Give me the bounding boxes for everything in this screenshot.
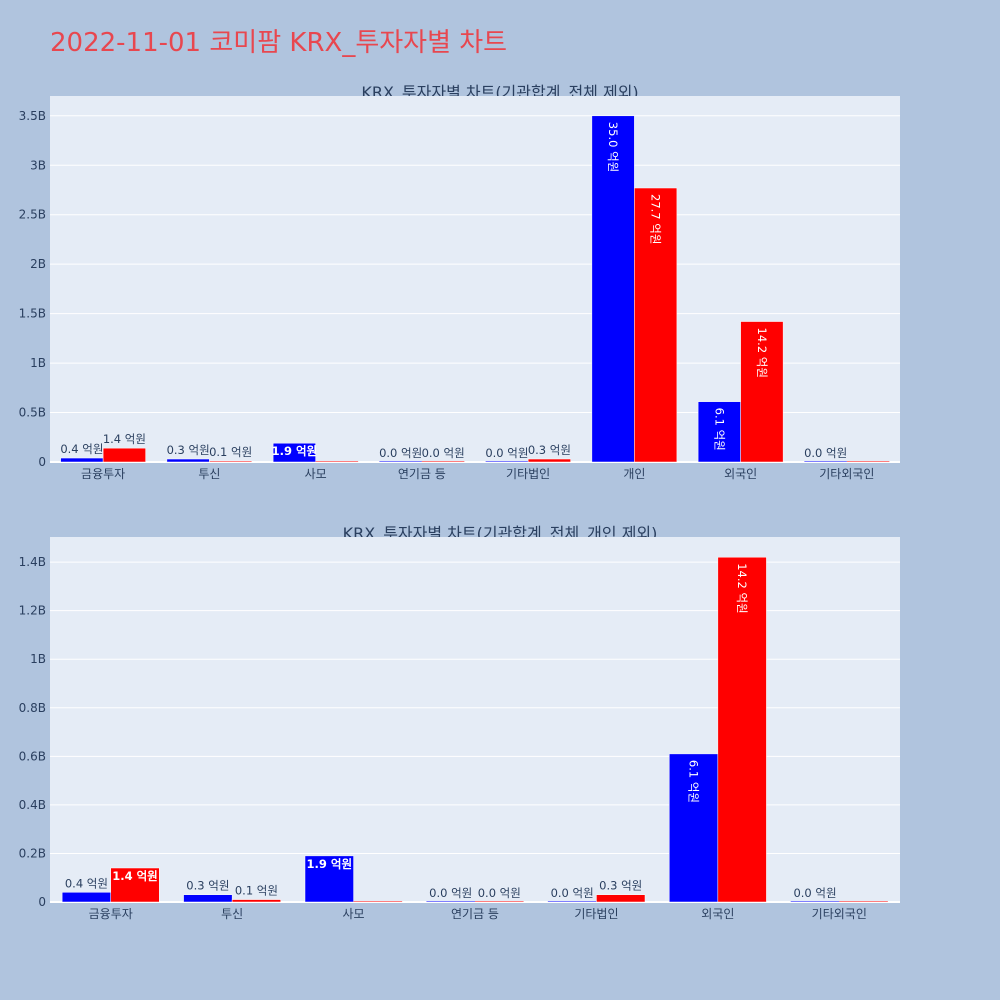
- bar: [485, 461, 529, 462]
- data-label: 0.0 억원: [485, 446, 528, 460]
- data-label: 1.9 억원: [272, 444, 318, 458]
- data-label: 0.3 억원: [167, 443, 210, 457]
- x-tick-label: 투신: [198, 467, 220, 481]
- x-tick-label: 외국인: [724, 467, 757, 481]
- bar: [110, 867, 160, 903]
- bar: [183, 894, 233, 903]
- x-tick-label: 금융투자: [89, 907, 133, 921]
- data-label: 0.1 억원: [235, 884, 278, 898]
- x-tick-label: 금융투자: [81, 467, 125, 481]
- y-tick-label: 1B: [30, 356, 46, 370]
- bar: [596, 894, 646, 903]
- x-tick-label: 기타법인: [506, 467, 550, 481]
- data-label: 6.1 억원: [712, 408, 726, 451]
- y-tick-label: 3.5B: [19, 109, 46, 123]
- data-label: 0.3 억원: [599, 879, 642, 893]
- data-label: 0.4 억원: [60, 442, 103, 456]
- data-label: 0.0 억원: [422, 446, 465, 460]
- data-label: 1.4 억원: [112, 869, 158, 883]
- x-tick-label: 기타법인: [574, 907, 618, 921]
- bar: [527, 458, 571, 463]
- data-label: 0.0 억원: [551, 886, 594, 900]
- data-label: 14.2 억원: [755, 328, 769, 378]
- y-tick-label: 1.4B: [19, 555, 46, 569]
- y-tick-label: 1.2B: [19, 604, 46, 618]
- data-label: 0.0 억원: [379, 446, 422, 460]
- bar: [669, 753, 719, 903]
- x-tick-label: 기타외국인: [812, 907, 867, 921]
- x-tick-label: 외국인: [701, 907, 734, 921]
- bar: [421, 461, 465, 462]
- data-label: 0.0 억원: [478, 886, 521, 900]
- y-tick-label: 0.5B: [19, 406, 46, 420]
- bar: [166, 458, 210, 463]
- bar: [846, 461, 890, 462]
- y-tick-label: 0.2B: [19, 846, 46, 860]
- bar: [315, 461, 359, 462]
- plot-area: [50, 537, 900, 902]
- bar: [697, 401, 741, 463]
- bar: [804, 461, 847, 462]
- bar: [426, 901, 475, 902]
- data-label: 27.7 억원: [649, 194, 663, 244]
- y-tick-label: 0.8B: [19, 701, 46, 715]
- data-label: 14.2 억원: [735, 563, 749, 613]
- y-tick-label: 0: [38, 455, 46, 469]
- y-tick-label: 0.6B: [19, 749, 46, 763]
- data-label: 0.4 억원: [65, 876, 108, 890]
- bar: [475, 901, 524, 902]
- bar: [61, 892, 111, 903]
- bar: [717, 556, 767, 903]
- data-label: 0.0 억원: [804, 446, 847, 460]
- bar: [231, 899, 281, 903]
- bar: [634, 187, 678, 463]
- data-label: 1.4 억원: [103, 432, 146, 446]
- x-tick-label: 연기금 등: [398, 467, 446, 481]
- bar-chart-top: 0 0.5B 1B 1.5B 2B 2.5B 3B 3.5B 금융투자 0.4 억원1.4 억원투…: [19, 96, 900, 481]
- bar: [379, 461, 422, 462]
- x-tick-label: 사모: [305, 467, 327, 481]
- page-title: 2022-11-01 코미팜 KRX_투자자별 차트: [50, 28, 508, 58]
- bar: [839, 901, 888, 902]
- bar: [591, 115, 635, 463]
- y-tick-label: 1.5B: [19, 307, 46, 321]
- bar: [790, 901, 840, 902]
- data-label: 0.0 억원: [429, 886, 472, 900]
- y-tick-label: 0: [38, 895, 46, 909]
- y-tick-label: 2.5B: [19, 208, 46, 222]
- x-tick-label: 개인: [623, 467, 645, 481]
- bar: [353, 901, 403, 902]
- data-label: 1.9 억원: [307, 857, 353, 871]
- bar: [102, 447, 146, 463]
- data-label: 6.1 억원: [687, 760, 701, 803]
- bar: [740, 321, 784, 463]
- bar: [304, 855, 354, 903]
- x-tick-label: 투신: [221, 907, 243, 921]
- data-label: 0.0 억원: [793, 886, 836, 900]
- bar: [547, 901, 597, 902]
- x-tick-label: 사모: [343, 907, 365, 921]
- data-label: 0.1 억원: [209, 445, 252, 459]
- data-label: 35.0 억원: [606, 122, 620, 172]
- x-tick-label: 기타외국인: [819, 467, 874, 481]
- bar: [272, 442, 316, 463]
- y-tick-label: 0.4B: [19, 798, 46, 812]
- y-tick-label: 3B: [30, 158, 46, 172]
- y-tick-label: 2B: [30, 257, 46, 271]
- data-label: 0.3 억원: [186, 879, 229, 893]
- data-label: 0.3 억원: [528, 443, 571, 457]
- bar: [209, 460, 253, 463]
- y-tick-label: 1B: [30, 652, 46, 666]
- x-tick-label: 연기금 등: [451, 907, 499, 921]
